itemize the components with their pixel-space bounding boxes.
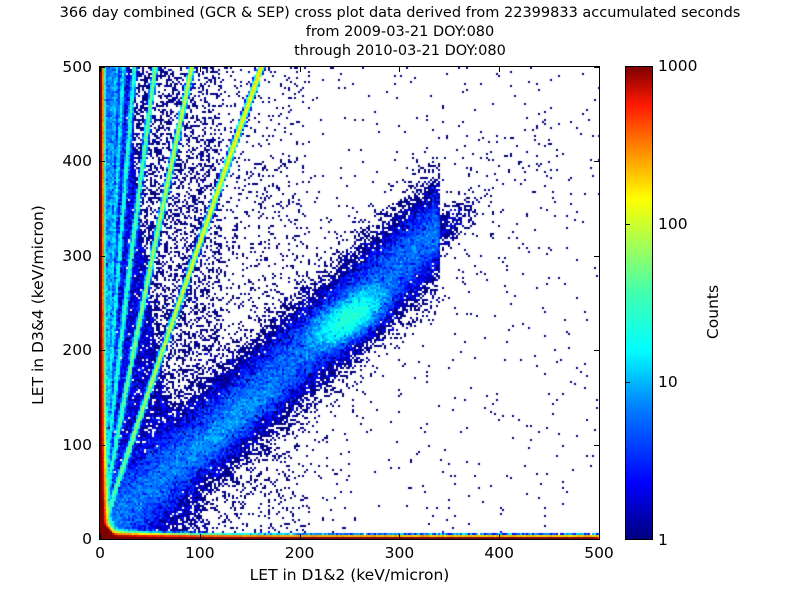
colorbar-label: Counts	[704, 284, 722, 340]
x-tick-top-200	[299, 67, 301, 72]
colorbar-tick-label: 10	[658, 373, 678, 391]
y-tick-label: 100	[62, 435, 92, 454]
y-tick-label: 500	[62, 58, 92, 76]
y-tick-left-400	[100, 161, 105, 163]
y-tick-label: 0	[82, 530, 92, 548]
chart-title-line-1: 366 day combined (GCR & SEP) cross plot …	[59, 5, 741, 21]
x-tick-top-300	[399, 67, 401, 72]
y-tick-right-500	[594, 67, 599, 68]
x-tick-label: 300	[384, 544, 415, 562]
y-tick-right-300	[594, 255, 599, 257]
y-tick-label: 400	[62, 152, 92, 171]
y-tick-left-300	[100, 255, 105, 257]
x-tick-bottom-200	[299, 534, 301, 539]
chart-title-line-3: through 2010-03-21 DOY:080	[294, 43, 506, 59]
x-tick-label: 500	[584, 544, 614, 562]
x-tick-label: 0	[95, 544, 105, 562]
x-tick-bottom-100	[199, 534, 201, 539]
heatmap-render	[100, 67, 599, 539]
x-tick-bottom-300	[399, 534, 401, 539]
colorbar-tick-label: 1000	[658, 57, 698, 75]
y-tick-right-400	[594, 161, 599, 163]
colorbar-tick-10	[625, 382, 630, 383]
x-tick-bottom-0	[100, 534, 101, 539]
y-tick-left-200	[100, 350, 105, 352]
x-tick-bottom-400	[499, 534, 501, 539]
x-tick-label: 400	[484, 544, 514, 562]
x-tick-label: 200	[284, 544, 315, 562]
colorbar-tick-label: 1	[658, 531, 668, 549]
x-tick-top-400	[499, 67, 501, 72]
x-axis-label: LET in D1&2 (keV/micron)	[249, 566, 450, 584]
chart-title: 366 day combined (GCR & SEP) cross plot …	[0, 4, 800, 61]
colorbar	[625, 66, 653, 540]
colorbar-tick-100	[625, 224, 630, 225]
y-tick-left-0	[100, 539, 105, 540]
y-tick-right-100	[594, 444, 599, 446]
y-tick-right-200	[594, 350, 599, 352]
colorbar-tick-label: 100	[658, 215, 688, 233]
x-tick-top-100	[199, 67, 201, 72]
plot-area	[99, 66, 600, 540]
y-tick-label: 200	[62, 341, 92, 360]
colorbar-gradient	[626, 67, 652, 539]
x-tick-top-0	[100, 67, 101, 72]
chart-title-line-2: from 2009-03-21 DOY:080	[305, 24, 495, 40]
y-tick-left-100	[100, 444, 105, 446]
x-tick-bottom-500	[599, 534, 600, 539]
y-axis-label: LET in D3&4 (keV/micron)	[29, 205, 47, 405]
y-tick-label: 300	[62, 246, 92, 265]
y-tick-right-0	[594, 539, 599, 540]
y-tick-left-500	[100, 67, 105, 68]
x-tick-top-500	[599, 67, 600, 72]
x-tick-label: 100	[185, 544, 215, 562]
